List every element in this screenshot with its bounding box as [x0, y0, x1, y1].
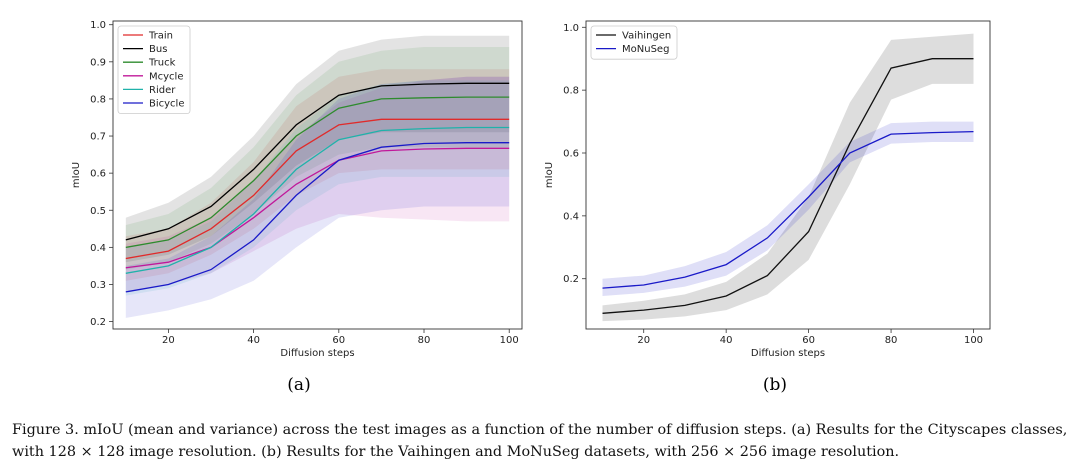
chart0-band-bus: [125, 35, 510, 263]
chart1-ytick-label: 1.0: [563, 23, 579, 34]
chart0-band-train: [125, 69, 510, 281]
chart0-line-train: [125, 118, 510, 260]
chart0-line-mcycle: [125, 147, 510, 269]
chart1-ytick-label: 0.2: [563, 274, 579, 285]
chart1-xtick-label: 60: [802, 335, 815, 346]
chart0-ytick-label: 0.5: [90, 206, 106, 217]
chart1-band-vaihingen: [602, 33, 974, 322]
chart0-line-bicycle: [125, 142, 510, 293]
chart0-legend-label-truck: Truck: [148, 58, 176, 69]
chart0-xtick-label: 60: [332, 335, 345, 346]
subfigure-label-b: (b): [763, 375, 787, 395]
figure-caption: Figure 3. mIoU (mean and variance) acros…: [12, 422, 1068, 460]
chart1-xtick-label: 20: [637, 335, 650, 346]
chart0-ytick-label: 1.0: [90, 20, 106, 31]
chart0-ytick-label: 0.6: [90, 169, 106, 180]
chart0-frame: [112, 20, 523, 330]
chart0-legend-label-rider: Rider: [149, 85, 176, 96]
chart1-line-vaihingen: [602, 58, 974, 314]
chart1-xtick-label: 80: [885, 335, 898, 346]
chart1-line-monuseg: [602, 130, 974, 289]
chart0-band-mcycle: [125, 76, 510, 292]
chart0-legend-label-bus: Bus: [149, 44, 167, 55]
chart0-band-truck: [125, 47, 510, 270]
chart1-ytick-label: 0.6: [563, 149, 579, 160]
subfigure-label-a: (a): [287, 375, 310, 395]
chart0-ytick-label: 0.7: [90, 132, 106, 143]
chart0-ytick-label: 0.4: [90, 243, 106, 254]
chart0-xlabel: Diffusion steps: [280, 348, 354, 359]
chart-b-vaihingen-monuseg: 20 40 60 80 100 0.2 0.4 0.6 0.8 1.0 Diffusion step…: [544, 20, 991, 359]
chart0-ytick-label: 0.9: [90, 57, 106, 68]
chart1-xtick-label: 40: [720, 335, 733, 346]
chart0-line-rider: [125, 126, 510, 274]
chart1-legend: [590, 25, 678, 60]
chart0-ytick-label: 0.8: [90, 94, 106, 105]
chart1-xtick-label: 100: [964, 335, 983, 346]
chart0-legend-label-bicycle: Bicycle: [149, 99, 184, 110]
chart1-ylabel: mIoU: [544, 162, 555, 188]
chart0-line-truck: [125, 96, 510, 249]
chart1-ytick-label: 0.4: [563, 211, 579, 222]
chart0-line-bus: [125, 82, 510, 241]
chart1-ytick-label: 0.8: [563, 86, 579, 97]
chart0-band-bicycle: [125, 76, 510, 318]
chart1-frame: [585, 20, 991, 330]
chart0-ytick-label: 0.3: [90, 280, 106, 291]
chart0-xtick-label: 40: [247, 335, 260, 346]
chart0-ylabel: mIoU: [71, 162, 82, 188]
chart0-legend-label-train: Train: [148, 31, 173, 42]
chart1-xlabel: Diffusion steps: [751, 348, 825, 359]
chart-a-cityscapes: 20 40 60 80 100 0.2 0.3 0.4 0.5 0.6 0.7 0.8 0.9 1.0 Di…: [71, 20, 523, 359]
chart0-xtick-label: 20: [162, 335, 175, 346]
chart0-legend-label-mcycle: Mcycle: [149, 71, 183, 82]
chart0-band-rider: [125, 80, 510, 296]
chart1-legend-label-vaihingen: Vaihingen: [622, 31, 671, 42]
chart0-ytick-label: 0.2: [90, 317, 106, 328]
chart0-xtick-label: 80: [418, 335, 431, 346]
chart1-legend-label-monuseg: MoNuSeg: [622, 44, 669, 55]
chart0-legend: [117, 25, 191, 114]
chart0-xtick-label: 100: [500, 335, 519, 346]
chart1-band-monuseg: [602, 121, 974, 296]
